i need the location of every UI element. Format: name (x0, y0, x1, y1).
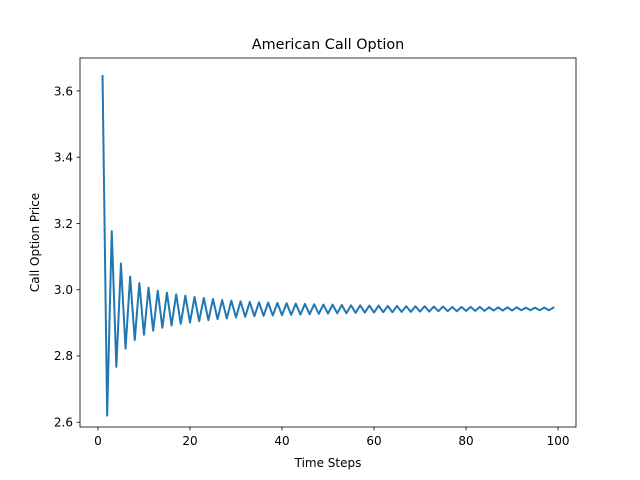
x-tick-label: 40 (274, 434, 289, 448)
y-tick-label: 3.0 (54, 283, 73, 297)
y-axis-label: Call Option Price (28, 193, 42, 292)
y-tick-label: 2.8 (54, 349, 73, 363)
x-tick-label: 80 (458, 434, 473, 448)
chart-title: American Call Option (252, 37, 405, 53)
x-tick-label: 100 (547, 434, 570, 448)
x-tick-label: 20 (182, 434, 197, 448)
x-axis-label: Time Steps (294, 456, 362, 470)
y-tick-label: 3.6 (54, 84, 73, 98)
plot-area (101, 75, 555, 417)
x-tick-label: 0 (94, 434, 102, 448)
y-tick-label: 2.6 (54, 415, 73, 429)
series-line-0 (101, 75, 555, 417)
y-tick-label: 3.2 (54, 217, 73, 231)
x-tick-label: 60 (366, 434, 381, 448)
y-axis: 2.6 2.8 3.0 3.2 3.4 3.6 (54, 84, 80, 429)
axes-frame (79, 57, 577, 428)
x-axis: 0 20 40 60 80 100 (94, 427, 570, 448)
y-tick-label: 3.4 (54, 151, 73, 165)
